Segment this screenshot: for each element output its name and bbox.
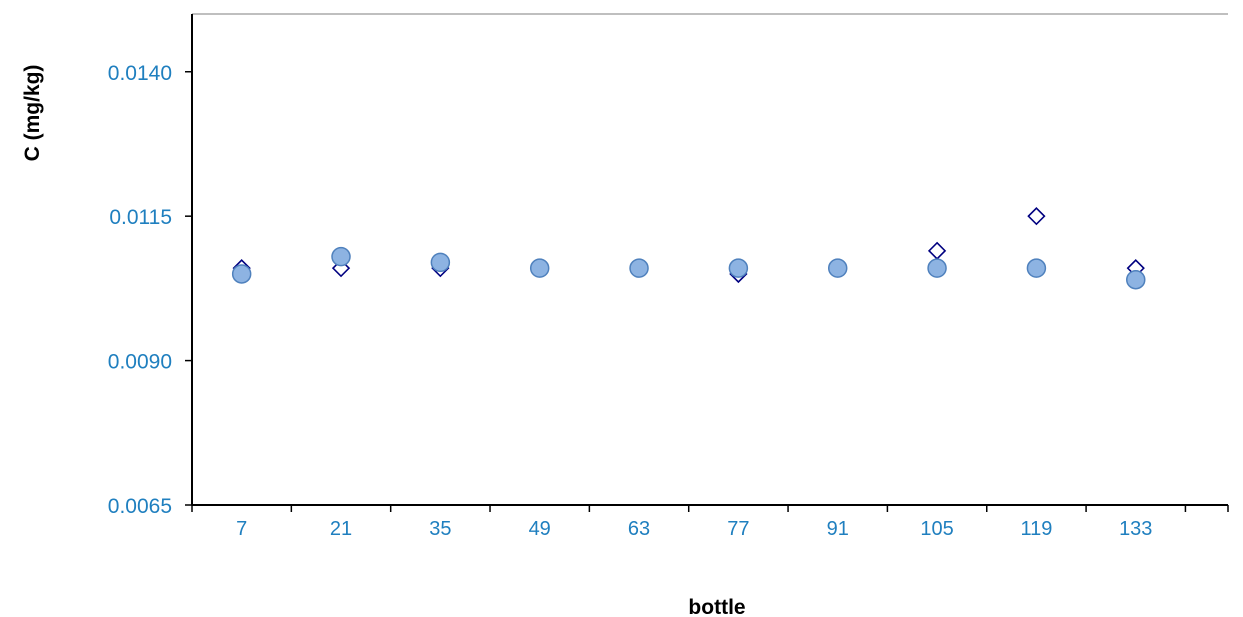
y-tick-label: 0.0140 xyxy=(108,62,172,85)
x-tick-label: 7 xyxy=(236,518,247,540)
data-point-diamond xyxy=(1027,207,1046,226)
x-tick-label: 133 xyxy=(1119,518,1152,540)
data-point-diamond xyxy=(927,241,947,260)
data-point-circle xyxy=(529,258,550,278)
x-axis-title: bottle xyxy=(688,596,745,617)
data-points xyxy=(231,207,1146,290)
data-point-circle xyxy=(1126,269,1146,290)
x-axis-ticks: 7 21 35 49 63 77 91 105 119 133 xyxy=(191,505,1229,540)
y-tick-label: 0.0065 xyxy=(108,495,172,518)
data-point-circle xyxy=(331,246,351,267)
x-tick-label: 119 xyxy=(1020,518,1052,540)
x-tick-label: 63 xyxy=(628,518,650,540)
x-tick-label: 35 xyxy=(429,518,451,540)
x-tick-label: 77 xyxy=(727,518,749,540)
x-tick-label: 49 xyxy=(529,518,551,540)
x-tick-label: 21 xyxy=(330,518,352,540)
x-tick-label: 105 xyxy=(920,518,953,540)
data-point-circle xyxy=(728,258,749,278)
y-axis-ticks: 0.0065 0.0090 0.0115 0.0140 xyxy=(108,62,192,518)
data-point-circle xyxy=(430,252,451,273)
data-point-circle xyxy=(927,258,947,278)
data-point-circle xyxy=(827,258,848,278)
data-point-circle xyxy=(629,258,649,278)
data-point-circle xyxy=(1026,258,1047,278)
y-tick-label: 0.0090 xyxy=(108,351,172,374)
x-tick-label: 91 xyxy=(827,518,849,540)
data-point-circle xyxy=(231,264,252,284)
plot-frame xyxy=(191,13,1228,506)
y-axis-title: C (mg/kg) xyxy=(21,65,44,162)
y-tick-label: 0.0115 xyxy=(109,206,172,229)
